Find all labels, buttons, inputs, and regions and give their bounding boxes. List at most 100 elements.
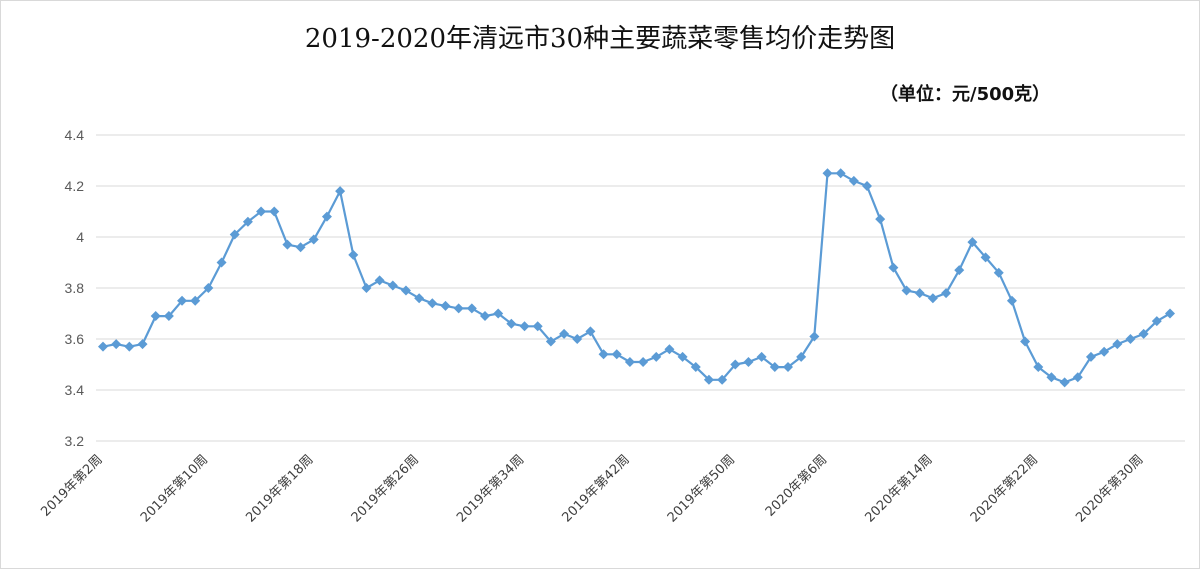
data-point (480, 311, 491, 322)
y-tick-label: 3.2 (65, 433, 85, 449)
data-point (1059, 377, 1070, 388)
data-point (335, 186, 346, 197)
data-point (677, 351, 688, 362)
data-point (848, 175, 859, 186)
x-tick-label: 2019年第2周 (38, 452, 105, 519)
data-point (967, 237, 978, 248)
data-point (809, 331, 820, 342)
data-point (1151, 316, 1162, 327)
data-point (769, 362, 780, 373)
data-point (624, 356, 635, 367)
x-tick-label: 2020年第14周 (862, 452, 935, 525)
data-point (111, 339, 122, 350)
x-tick-label: 2019年第10周 (138, 452, 211, 525)
y-tick-label: 4.4 (65, 127, 85, 143)
series-price (98, 168, 1175, 388)
data-point (572, 334, 583, 344)
data-point (743, 356, 754, 367)
x-tick-label: 2019年第42周 (559, 452, 632, 525)
data-point (1072, 372, 1083, 383)
chart-title: 2019-2020年清远市30种主要蔬菜零售均价走势图 (304, 24, 896, 54)
data-point (256, 206, 267, 217)
data-point (374, 275, 385, 286)
data-point (1006, 295, 1017, 306)
data-point (598, 349, 609, 360)
data-point (98, 341, 108, 352)
data-point (664, 344, 675, 355)
data-point (387, 280, 398, 291)
data-point (506, 318, 517, 329)
data-point (1112, 339, 1123, 350)
data-point (242, 216, 253, 227)
gridlines (96, 134, 1185, 442)
data-point (532, 321, 543, 332)
data-point (559, 328, 570, 339)
data-point (703, 374, 714, 385)
y-tick-label: 4.2 (65, 178, 85, 194)
data-point (796, 351, 807, 362)
data-point (927, 293, 938, 304)
data-point (150, 311, 161, 322)
data-point (348, 249, 359, 260)
data-point (361, 283, 372, 293)
data-point (954, 265, 965, 276)
x-tick-label: 2020年第6周 (763, 452, 830, 519)
y-tick-label: 4 (76, 229, 84, 245)
data-point (822, 168, 833, 179)
data-point (414, 293, 425, 304)
data-point (269, 206, 280, 217)
x-axis-ticks: 2019年第2周 2019年第10周 2019年第18周 2019年第26周 2019年… (38, 452, 1146, 525)
data-point (835, 168, 846, 179)
data-point (585, 326, 596, 337)
data-point (124, 341, 135, 352)
data-point (453, 303, 464, 314)
data-point (611, 349, 622, 360)
data-point (190, 295, 201, 306)
y-tick-label: 3.6 (65, 331, 85, 347)
data-point (440, 300, 451, 311)
data-point (400, 285, 411, 296)
data-point (1099, 346, 1110, 357)
data-point (203, 283, 214, 293)
x-tick-label: 2020年第22周 (968, 452, 1041, 525)
series-line (102, 172, 1171, 384)
data-point (216, 257, 227, 268)
data-point (466, 303, 477, 314)
data-point (782, 362, 793, 373)
unit-label: （单位：元/500克） (880, 84, 1051, 105)
data-point (888, 262, 899, 273)
data-point (229, 229, 240, 240)
data-point (1033, 362, 1044, 373)
y-tick-label: 3.4 (65, 382, 85, 398)
data-point (1125, 334, 1136, 344)
data-point (875, 214, 886, 225)
data-point (651, 351, 662, 362)
data-point (519, 321, 530, 332)
data-point (914, 288, 925, 299)
data-point (941, 288, 952, 299)
data-point (427, 298, 438, 309)
data-point (545, 336, 556, 347)
y-axis-ticks: 3.2 3.4 3.6 3.8 4 4.2 4.4 (65, 127, 85, 449)
data-point (862, 181, 873, 191)
x-tick-label: 2020年第30周 (1073, 452, 1146, 525)
data-point (137, 339, 148, 350)
data-point (1138, 328, 1149, 339)
data-point (282, 239, 293, 250)
data-point (308, 234, 319, 245)
data-point (638, 356, 649, 367)
y-tick-label: 3.8 (65, 280, 85, 296)
data-point (717, 374, 728, 385)
data-point (295, 242, 306, 253)
data-point (730, 359, 741, 370)
data-point (321, 211, 332, 222)
data-point (901, 285, 912, 296)
data-point (163, 311, 174, 322)
data-point (993, 267, 1004, 278)
data-point (1046, 372, 1057, 383)
data-point (756, 351, 767, 362)
x-tick-label: 2019年第18周 (243, 452, 316, 525)
data-point (1085, 351, 1096, 362)
